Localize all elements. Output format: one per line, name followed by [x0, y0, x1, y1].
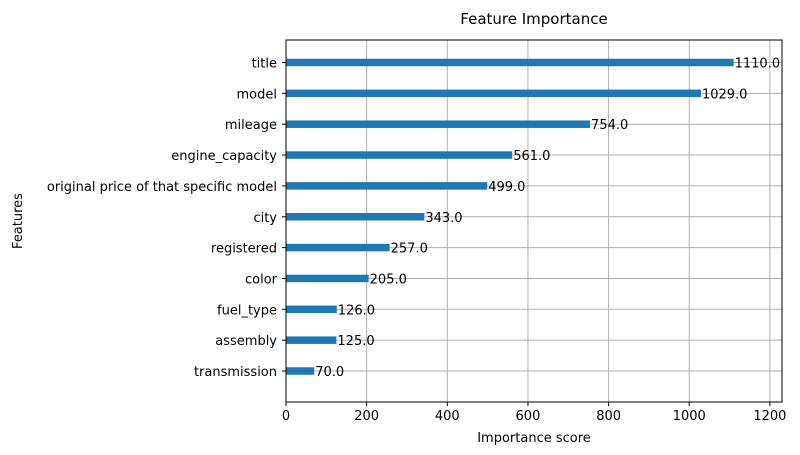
bar — [286, 58, 734, 67]
bar — [286, 89, 701, 98]
x-tick-label: 600 — [516, 409, 541, 424]
bar-value-label: 561.0 — [513, 149, 550, 164]
x-tick-label: 400 — [435, 409, 460, 424]
bar-value-label: 125.0 — [337, 334, 374, 349]
y-tick-label: fuel_type — [217, 303, 277, 318]
x-axis-ticks: 0 200 400 600 800 1000 1200 — [282, 402, 786, 424]
y-tick-label: engine_capacity — [171, 149, 277, 164]
bar — [286, 336, 337, 344]
bar-value-label: 70.0 — [315, 365, 344, 380]
bar-value-label: 205.0 — [370, 272, 407, 287]
bar-value-label: 1029.0 — [702, 87, 748, 102]
x-tick-label: 800 — [596, 409, 621, 424]
bar-value-label: 257.0 — [391, 242, 428, 257]
bar — [286, 151, 513, 159]
y-tick-label: title — [252, 57, 277, 72]
y-tick-label: city — [253, 211, 277, 226]
y-tick-label: registered — [211, 242, 277, 257]
y-tick-label: model — [237, 87, 277, 102]
x-tick-label: 1000 — [673, 409, 706, 424]
y-axis-ticks: title model mileage engine_capacity original… — [47, 57, 286, 380]
bar-value-label: 754.0 — [591, 118, 628, 133]
bar — [286, 305, 337, 314]
bar-value-label: 343.0 — [425, 211, 462, 226]
plot-frame — [285, 39, 783, 403]
x-tick-label: 200 — [354, 409, 379, 424]
bar-value-label: 499.0 — [488, 180, 525, 195]
bar — [286, 120, 591, 128]
bar — [286, 182, 488, 190]
y-tick-label: color — [245, 272, 278, 287]
x-tick-label: 0 — [282, 409, 290, 424]
bar — [286, 213, 425, 221]
bar — [286, 367, 315, 375]
bar-value-label: 1110.0 — [735, 57, 781, 72]
y-tick-label: mileage — [225, 118, 277, 133]
chart-title: Feature Importance — [460, 10, 607, 28]
y-tick-label: assembly — [215, 334, 277, 349]
bar-value-label: 126.0 — [338, 303, 375, 318]
y-tick-label: original price of that specific model — [47, 180, 277, 195]
bars — [286, 58, 734, 375]
bar — [286, 243, 390, 252]
x-tick-label: 1200 — [753, 409, 786, 424]
x-axis-label: Importance score — [477, 431, 591, 446]
bar — [286, 274, 369, 283]
y-axis-label: Features — [11, 193, 26, 249]
y-tick-label: transmission — [194, 365, 277, 380]
data-labels: 1110.0 1029.0 754.0 561.0 499.0 343.0 257.0 205… — [315, 57, 780, 381]
